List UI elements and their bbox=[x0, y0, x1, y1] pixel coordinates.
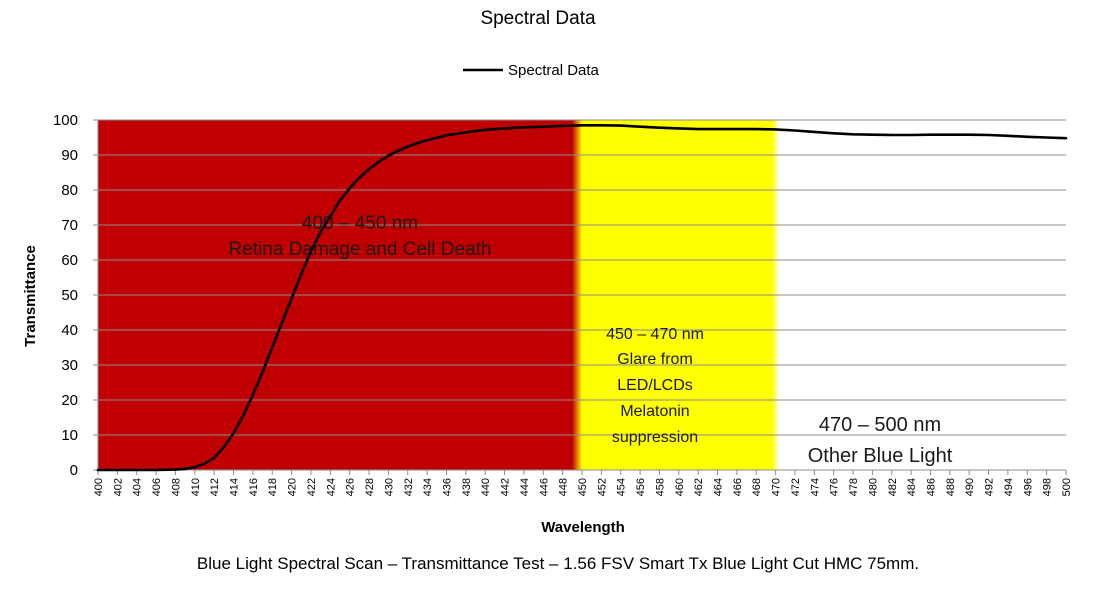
x-tick-label: 460 bbox=[674, 478, 686, 496]
y-tick-label: 30 bbox=[61, 357, 78, 374]
x-tick-label: 440 bbox=[480, 478, 492, 496]
x-tick-label: 444 bbox=[519, 478, 531, 496]
x-tick-label: 458 bbox=[654, 478, 666, 496]
x-tick-label: 500 bbox=[1061, 478, 1073, 496]
x-tick-label: 424 bbox=[325, 478, 337, 496]
x-tick-label: 404 bbox=[132, 478, 144, 496]
x-tick-label: 496 bbox=[1022, 478, 1034, 496]
x-tick-label: 454 bbox=[616, 478, 628, 496]
legend-label: Spectral Data bbox=[508, 62, 600, 79]
x-tick-label: 432 bbox=[403, 478, 415, 496]
x-tick-label: 484 bbox=[906, 478, 918, 496]
x-tick-label: 464 bbox=[713, 478, 725, 496]
x-tick-label: 416 bbox=[248, 478, 260, 496]
x-tick-label: 410 bbox=[190, 478, 202, 496]
x-tick-label: 408 bbox=[170, 478, 182, 496]
x-tick-label: 498 bbox=[1042, 478, 1054, 496]
y-tick-label: 50 bbox=[61, 287, 78, 304]
band-label-glare: Glare from bbox=[617, 351, 693, 368]
x-tick-label: 412 bbox=[209, 478, 221, 496]
x-tick-label: 422 bbox=[306, 478, 318, 496]
axes-layer: 0 10 20 30 40 50 60 70 80 90 100 400 402 404 406 408 410… bbox=[53, 112, 1073, 496]
x-tick-label: 456 bbox=[635, 478, 647, 496]
x-tick-label: 418 bbox=[267, 478, 279, 496]
y-tick-label: 100 bbox=[53, 112, 78, 129]
x-tick-label: 442 bbox=[500, 478, 512, 496]
x-axis-label: Wavelength bbox=[541, 519, 625, 536]
band-label-retina: Retina Damage and Cell Death bbox=[229, 239, 492, 260]
y-tick-label: 60 bbox=[61, 252, 78, 269]
chart-title: Spectral Data bbox=[480, 8, 596, 29]
x-tick-label: 462 bbox=[693, 478, 705, 496]
y-axis-label: Transmittance bbox=[22, 245, 39, 347]
x-tick-label: 434 bbox=[422, 478, 434, 496]
x-tick-label: 492 bbox=[984, 478, 996, 496]
legend: Spectral Data bbox=[463, 62, 600, 79]
x-tick-label: 452 bbox=[596, 478, 608, 496]
x-tick-label: 468 bbox=[751, 478, 763, 496]
x-tick-label: 430 bbox=[383, 478, 395, 496]
band-label-glare: LED/LCDs bbox=[617, 377, 693, 394]
x-tick-label: 406 bbox=[151, 478, 163, 496]
band-label-glare: suppression bbox=[612, 429, 698, 446]
y-tick-label: 80 bbox=[61, 182, 78, 199]
x-tick-label: 414 bbox=[229, 478, 241, 496]
x-tick-label: 400 bbox=[93, 478, 105, 496]
x-tick-label: 472 bbox=[790, 478, 802, 496]
x-tick-label: 402 bbox=[112, 478, 124, 496]
y-tick-label: 70 bbox=[61, 217, 78, 234]
band-label-retina: 400 – 450 nm bbox=[302, 213, 418, 234]
series-line-spectral-data bbox=[96, 124, 1068, 472]
x-tick-label: 438 bbox=[461, 478, 473, 496]
x-tick-label: 474 bbox=[809, 478, 821, 496]
x-tick-label: 436 bbox=[441, 478, 453, 496]
x-tick-label: 476 bbox=[829, 478, 841, 496]
band-label-other: 470 – 500 nm bbox=[819, 414, 941, 436]
band-label-glare: 450 – 470 nm bbox=[606, 326, 704, 343]
y-tick-label: 40 bbox=[61, 322, 78, 339]
x-tick-label: 446 bbox=[538, 478, 550, 496]
x-tick-label: 428 bbox=[364, 478, 376, 496]
y-tick-label: 10 bbox=[61, 427, 78, 444]
x-tick-label: 466 bbox=[732, 478, 744, 496]
y-tick-label: 90 bbox=[61, 147, 78, 164]
x-tick-label: 448 bbox=[558, 478, 570, 496]
x-tick-label: 482 bbox=[887, 478, 899, 496]
band-label-other: Other Blue Light bbox=[808, 445, 953, 467]
band-label-glare: Melatonin bbox=[620, 403, 689, 420]
x-tick-label: 478 bbox=[848, 478, 860, 496]
band-labels-layer: 400 – 450 nm Retina Damage and Cell Death… bbox=[229, 213, 953, 467]
y-tick-label: 20 bbox=[61, 392, 78, 409]
y-tick-label: 0 bbox=[70, 462, 78, 479]
x-tick-label: 450 bbox=[577, 478, 589, 496]
x-tick-label: 426 bbox=[345, 478, 357, 496]
x-tick-label: 490 bbox=[964, 478, 976, 496]
x-tick-label: 420 bbox=[287, 478, 299, 496]
x-tick-label: 470 bbox=[771, 478, 783, 496]
x-tick-label: 480 bbox=[867, 478, 879, 496]
x-tick-label: 486 bbox=[925, 478, 937, 496]
series-layer bbox=[96, 124, 1068, 472]
chart-caption: Blue Light Spectral Scan – Transmittance… bbox=[197, 554, 919, 573]
x-tick-label: 488 bbox=[945, 478, 957, 496]
x-tick-label: 494 bbox=[1003, 478, 1015, 496]
